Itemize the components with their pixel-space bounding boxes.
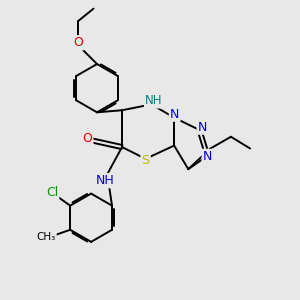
- Text: Cl: Cl: [46, 186, 58, 199]
- Text: CH₃: CH₃: [36, 232, 56, 242]
- Text: S: S: [142, 154, 150, 167]
- Text: N: N: [203, 150, 212, 163]
- Text: N: N: [170, 108, 179, 121]
- Text: NH: NH: [145, 94, 163, 107]
- Text: N: N: [198, 121, 207, 134]
- Text: NH: NH: [96, 174, 114, 187]
- Text: O: O: [82, 132, 92, 145]
- Text: O: O: [73, 36, 83, 49]
